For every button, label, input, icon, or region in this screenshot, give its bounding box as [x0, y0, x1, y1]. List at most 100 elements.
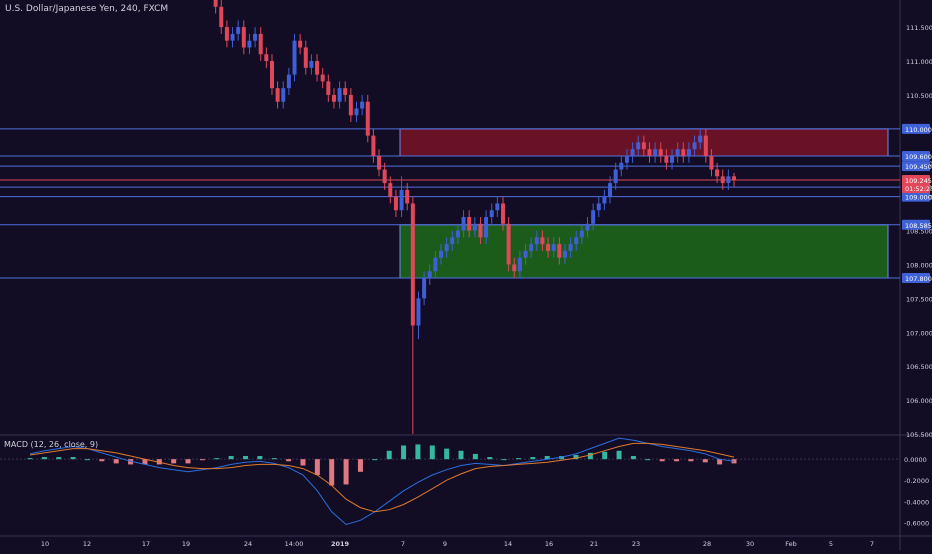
macd-hist-bar — [372, 459, 378, 461]
macd-hist-bar — [401, 445, 407, 460]
candle-body — [388, 183, 393, 197]
x-tick-label: 7 — [401, 540, 405, 548]
candle-body — [529, 244, 534, 251]
level-badge — [902, 273, 930, 284]
macd-hist-bar — [56, 457, 62, 460]
candle-body — [709, 155, 714, 170]
macd-hist-bar — [70, 457, 76, 460]
x-tick-label: 23 — [632, 540, 640, 548]
price-tick-label: 105.500 — [906, 431, 932, 439]
macd-hist-bar — [329, 459, 335, 486]
support-zone — [399, 224, 889, 279]
candle-body — [326, 81, 331, 95]
candle-body — [664, 155, 669, 163]
candle-body — [337, 88, 342, 102]
x-tick-label: 21 — [590, 540, 598, 548]
candle-body — [439, 250, 444, 258]
candle-body — [653, 149, 658, 156]
candle-body — [348, 94, 353, 116]
candle-body — [275, 88, 280, 102]
macd-hist-bar — [630, 456, 636, 460]
candle-body — [512, 264, 517, 272]
candle-body — [596, 203, 601, 211]
level-badge-label: 108.585 — [905, 222, 932, 230]
candle-body — [574, 237, 579, 245]
candle-body — [698, 135, 703, 143]
candle-body — [422, 278, 427, 299]
candle-body — [298, 40, 303, 48]
candle-body — [371, 135, 376, 156]
candle-body — [309, 61, 314, 68]
macd-hist-bar — [386, 450, 392, 460]
macd-tick-label: -0.4000 — [904, 498, 929, 506]
level-badge-label: 110.000 — [905, 126, 932, 134]
price-tick-label: 108.000 — [906, 261, 932, 269]
macd-hist-bar — [243, 456, 249, 460]
candle-body — [636, 142, 641, 150]
candle-body — [585, 223, 590, 231]
candle-body — [393, 196, 398, 211]
candle-body — [602, 196, 607, 204]
candle-body — [720, 176, 725, 184]
candle-body — [241, 27, 246, 48]
x-tick-label: 5 — [829, 540, 833, 548]
macd-hist-bar — [314, 459, 320, 475]
x-tick-label: 7 — [870, 540, 874, 548]
macd-hist-bar — [171, 459, 177, 464]
candle-body — [444, 244, 449, 251]
candle-body — [450, 237, 455, 245]
macd-hist-bar — [84, 459, 90, 461]
candle-body — [258, 33, 263, 55]
candle-body — [517, 257, 522, 272]
macd-hist-bar — [429, 445, 435, 460]
macd-hist-bar — [41, 457, 47, 460]
candle-body — [630, 149, 635, 156]
candle-body — [320, 74, 325, 82]
current-price-badge — [902, 175, 930, 194]
x-tick-label: 28 — [703, 540, 711, 548]
candle-body — [455, 230, 460, 238]
macd-tick-label: -0.2000 — [904, 477, 929, 485]
candle-body — [377, 155, 382, 170]
x-tick-label: 2019 — [331, 540, 350, 548]
candle-body — [551, 244, 556, 251]
macd-title: MACD (12, 26, close, 9) — [4, 440, 99, 449]
chart-title: U.S. Dollar/Japanese Yen, 240, FXCM — [5, 4, 169, 14]
macd-hist-bar — [587, 452, 593, 460]
macd-hist-bar — [300, 459, 306, 466]
candle-body — [500, 203, 505, 224]
macd-hist-bar — [688, 459, 694, 462]
candle-body — [427, 271, 432, 279]
candle-body — [382, 169, 387, 184]
candle-body — [641, 142, 646, 150]
macd-hist-bar — [659, 459, 665, 462]
candle-body — [213, 0, 218, 7]
macd-hist-bar — [199, 459, 205, 461]
macd-hist-bar — [444, 448, 450, 460]
macd-hist-bar — [702, 459, 708, 463]
price-tick-label: 110.500 — [906, 92, 932, 100]
candle-body — [579, 230, 584, 238]
candle-body — [703, 135, 708, 156]
macd-hist-bar — [717, 459, 723, 465]
candle-body — [472, 223, 477, 231]
candle-body — [675, 149, 680, 156]
candle-body — [230, 33, 235, 41]
candle-body — [405, 189, 410, 204]
candle-body — [670, 155, 675, 163]
x-tick-label: 16 — [545, 540, 553, 548]
candle-body — [286, 74, 291, 89]
current-price-label: 109.245 — [905, 177, 932, 185]
macd-hist-bar — [674, 459, 680, 462]
level-badge — [902, 191, 930, 202]
macd-hist-bar — [214, 458, 220, 460]
candle-body — [236, 27, 241, 34]
macd-hist-bar — [271, 458, 277, 460]
level-badge-label: 109.450 — [905, 163, 932, 171]
candle-body — [331, 94, 336, 102]
macd-hist-bar — [515, 458, 521, 460]
candle-body — [540, 237, 545, 245]
candle-body — [247, 40, 252, 48]
